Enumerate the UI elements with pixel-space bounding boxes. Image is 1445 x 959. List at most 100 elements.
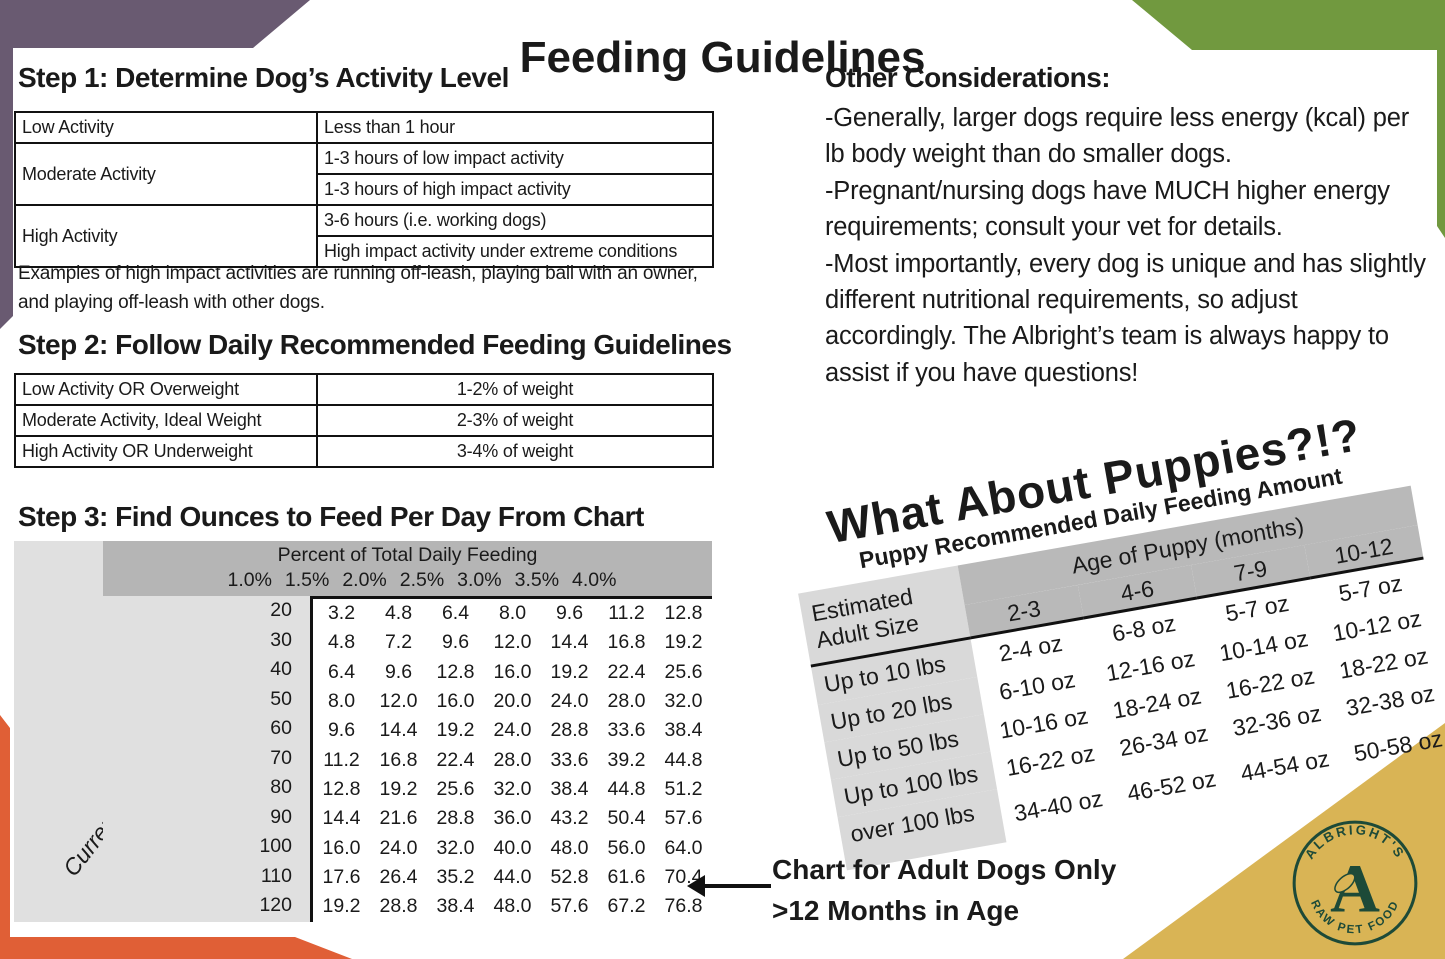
oz-cell: 6.4 — [441, 602, 470, 625]
oz-cell: 39.2 — [607, 748, 646, 771]
table-row: High Activity OR Underweight 3-4% of wei… — [14, 435, 714, 468]
percent-header: 1.0% — [227, 568, 272, 591]
oz-cell: 12.8 — [664, 602, 703, 625]
oz-cell: 57.6 — [664, 807, 703, 830]
oz-cell: 22.4 — [436, 748, 475, 771]
weight-label-column: 20 30 40 50 60 70 80 90 100 110 120 — [103, 596, 310, 922]
weight-label: 100 — [259, 835, 292, 858]
oz-cell: 50.4 — [607, 807, 646, 830]
weight-label: 40 — [270, 658, 292, 681]
page-title: Feeding Guidelines — [519, 33, 926, 83]
oz-cell: 8.0 — [327, 690, 356, 713]
oz-cell: 24.0 — [550, 690, 589, 713]
leaf-icon — [1334, 872, 1356, 894]
oz-cell: 7.2 — [384, 631, 413, 654]
oz-cell: 19.2 — [550, 660, 589, 683]
step2-heading: Step 2: Follow Daily Recommended Feeding… — [18, 329, 732, 360]
oz-cell: 38.4 — [436, 895, 475, 918]
activity-desc-cell: 1-3 hours of high impact activity — [316, 173, 714, 206]
oz-cell: 12.8 — [322, 777, 361, 800]
condition-cell: High Activity OR Underweight — [14, 435, 318, 468]
percent-header: 2.5% — [399, 568, 445, 591]
oz-cell: 32.0 — [664, 690, 703, 713]
weight-label: 20 — [270, 599, 292, 622]
oz-cell: 76.8 — [664, 895, 703, 918]
arrow-to-chart-line — [703, 884, 771, 888]
condition-cell: Low Activity OR Overweight — [14, 373, 318, 406]
oz-cell: 9.6 — [384, 660, 413, 683]
percent-cell: 1-2% of weight — [316, 373, 714, 406]
step2-guidelines-table: Low Activity OR Overweight 1-2% of weigh… — [14, 373, 714, 468]
ounces-grid: 3.2 4.8 6.4 8.0 9.6 11.2 12.8 4.8 7.2 9.… — [310, 596, 712, 922]
oz-cell: 16.8 — [607, 631, 646, 654]
oz-cell: 25.6 — [664, 660, 703, 683]
oz-cell: 36.0 — [493, 807, 532, 830]
oz-cell: 6.4 — [327, 660, 356, 683]
oz-cell: 28.8 — [436, 807, 475, 830]
weight-label: 60 — [270, 717, 292, 740]
table-row: Low Activity Less than 1 hour — [14, 111, 714, 144]
oz-cell: 38.4 — [550, 777, 589, 800]
oz-cell: 21.6 — [379, 807, 418, 830]
step1-heading: Step 1: Determine Dog’s Activity Level — [18, 62, 509, 93]
oz-cell: 19.2 — [379, 777, 418, 800]
oz-cell: 16.8 — [379, 748, 418, 771]
oz-cell: 9.6 — [327, 719, 356, 742]
weight-label: 30 — [270, 628, 292, 651]
percent-cell: 3-4% of weight — [316, 435, 714, 468]
percent-header: 3.5% — [514, 568, 560, 591]
arrow-to-chart-head-icon — [687, 875, 705, 897]
oz-cell: 35.2 — [436, 865, 475, 888]
table-row: High Activity 3-6 hours (i.e. working do… — [14, 204, 714, 268]
considerations-text: -Generally, larger dogs require less ene… — [825, 100, 1427, 391]
oz-cell: 28.0 — [607, 690, 646, 713]
albrights-logo: ALBRIGHT'S RAW PET FOOD A — [1292, 820, 1418, 946]
oz-cell: 33.6 — [607, 719, 646, 742]
oz-cell: 12.0 — [379, 690, 418, 713]
considerations-paragraph: -Pregnant/nursing dogs have MUCH higher … — [825, 176, 1390, 242]
table-row: Moderate Activity, Ideal Weight 2-3% of … — [14, 404, 714, 437]
oz-cell: 19.2 — [664, 631, 703, 654]
percent-header: 3.0% — [457, 568, 502, 591]
activity-desc-cell: 3-6 hours (i.e. working dogs) — [316, 204, 714, 237]
oz-cell: 67.2 — [607, 895, 646, 918]
activity-level-cell: Moderate Activity — [14, 142, 318, 206]
activity-level-cell: Low Activity — [14, 111, 318, 144]
oz-cell: 11.2 — [608, 602, 645, 625]
weight-label: 80 — [270, 776, 292, 799]
considerations-paragraph: -Generally, larger dogs require less ene… — [825, 104, 1409, 169]
weight-label: 90 — [270, 805, 292, 828]
weight-axis-gutter: Current Weight — [14, 541, 173, 922]
weight-label: 50 — [270, 687, 292, 710]
table-row: High impact activity under extreme condi… — [15, 235, 714, 268]
oz-cell: 40.0 — [493, 836, 532, 859]
table-row: Low Activity OR Overweight 1-2% of weigh… — [14, 373, 714, 406]
logo-ring-icon — [1292, 820, 1418, 946]
weight-label: 120 — [259, 894, 292, 917]
step1-note: Examples of high impact activities are r… — [18, 263, 698, 313]
table-row: Moderate Activity 1-3 hours of low impac… — [14, 142, 714, 206]
oz-cell: 22.4 — [607, 660, 646, 683]
oz-cell: 44.0 — [493, 865, 532, 888]
weight-label: 70 — [270, 746, 292, 769]
condition-cell: Moderate Activity, Ideal Weight — [14, 404, 318, 437]
oz-cell: 52.8 — [550, 865, 589, 888]
oz-cell: 14.4 — [322, 807, 361, 830]
percent-header: 2.0% — [342, 568, 387, 591]
oz-cell: 24.0 — [379, 836, 418, 859]
weight-label: 110 — [260, 864, 292, 887]
oz-cell: 38.4 — [664, 719, 703, 742]
step1-activity-table: Low Activity Less than 1 hour Moderate A… — [14, 111, 714, 268]
oz-cell: 8.0 — [498, 602, 527, 625]
oz-cell: 9.6 — [441, 631, 470, 654]
percent-header: 1.5% — [284, 568, 330, 591]
oz-cell: 57.6 — [550, 895, 589, 918]
oz-cell: 28.8 — [379, 895, 418, 918]
oz-cell: 48.0 — [550, 836, 589, 859]
oz-cell: 28.0 — [493, 748, 532, 771]
oz-cell: 44.8 — [607, 777, 646, 800]
oz-cell: 32.0 — [436, 836, 475, 859]
oz-cell: 12.8 — [436, 660, 475, 683]
oz-cell: 16.0 — [493, 660, 532, 683]
